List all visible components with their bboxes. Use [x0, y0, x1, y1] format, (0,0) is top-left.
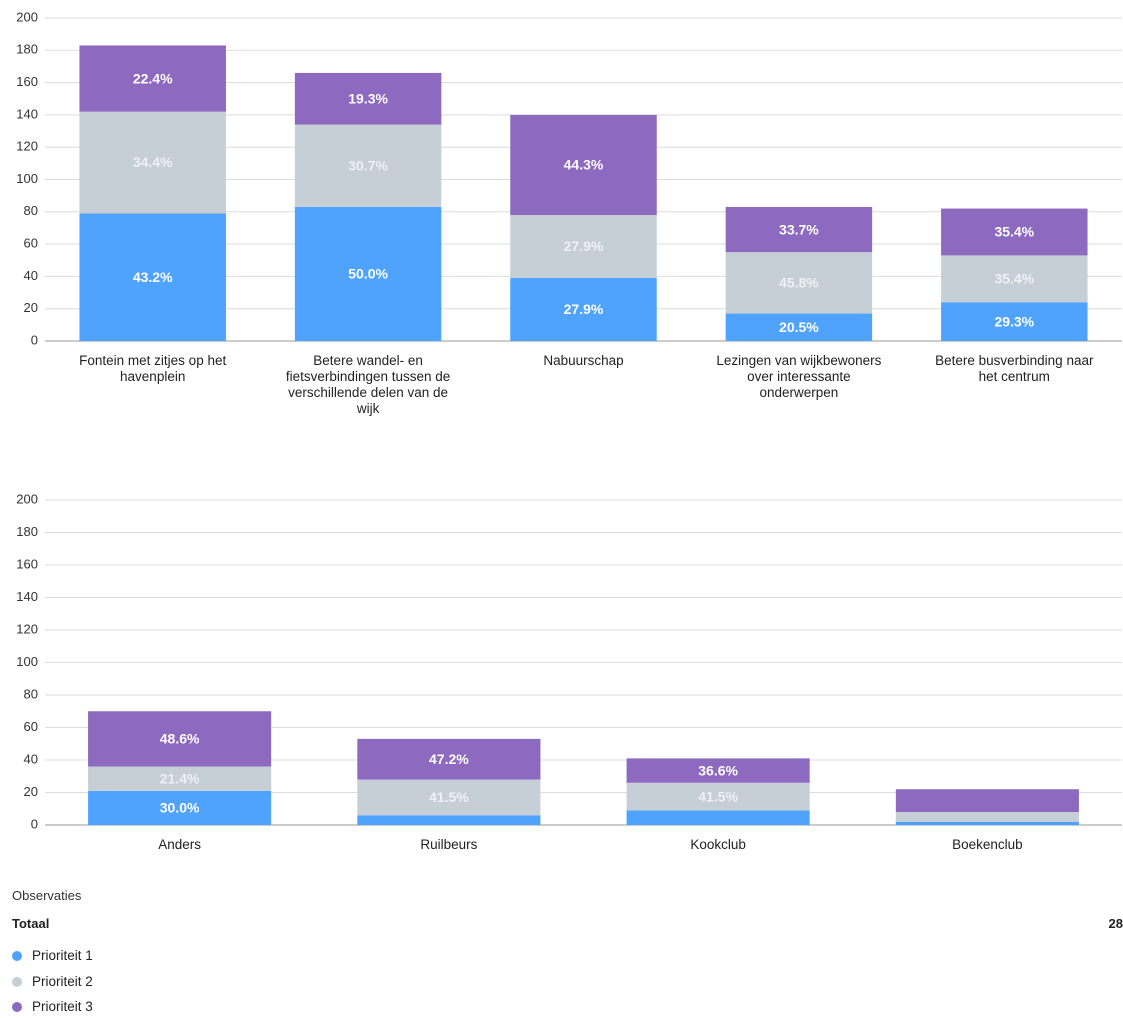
total-label: Totaal	[12, 916, 50, 931]
percent-label: 36.6%	[698, 762, 738, 778]
y-tick-label: 160	[16, 74, 38, 89]
bar-segment	[626, 810, 810, 825]
legend-dot	[12, 976, 22, 987]
observations-title: Observaties	[12, 888, 82, 903]
bar-segment	[941, 302, 1088, 341]
y-tick-label: 100	[16, 654, 38, 669]
bar-segment	[941, 255, 1088, 303]
percent-label: 35.4%	[994, 271, 1034, 287]
y-tick-label: 60	[24, 236, 38, 251]
legend-item: Prioriteit 3	[12, 999, 93, 1014]
bar-segment	[510, 114, 657, 216]
y-tick-label: 160	[16, 556, 38, 571]
x-tick-label: Fontein met zitjes op het havenplein	[79, 353, 227, 384]
y-tick-label: 200	[16, 491, 38, 506]
x-tick-label: Betere busverbinding naar het centrum	[935, 353, 1094, 384]
legend-label: Prioriteit 1	[32, 948, 93, 963]
y-tick-label: 120	[16, 621, 38, 636]
legend-item: Prioriteit 1	[12, 948, 93, 963]
percent-label: 22.4%	[133, 70, 173, 86]
y-tick-label: 60	[24, 719, 38, 734]
percent-label: 30.7%	[348, 157, 388, 173]
bar-segment	[294, 124, 442, 207]
y-tick-label: 40	[24, 751, 38, 766]
x-tick-label: Anders	[158, 837, 202, 852]
y-tick-label: 100	[16, 171, 38, 186]
bar-segment	[941, 208, 1088, 256]
percent-label: 35.4%	[994, 224, 1034, 240]
bar-segment	[626, 782, 810, 811]
x-tick-label: Kookclub	[690, 837, 746, 852]
percent-label: 34.4%	[133, 154, 173, 170]
percent-label: 33.7%	[779, 221, 819, 237]
bar-segment	[895, 789, 1079, 812]
percent-label: 43.2%	[133, 269, 173, 285]
legend-label: Prioriteit 3	[32, 999, 93, 1014]
bar-segment	[88, 790, 272, 825]
bar-segment	[357, 779, 541, 816]
percent-label: 27.9%	[564, 238, 604, 254]
percent-label: 44.3%	[564, 157, 604, 173]
y-tick-label: 0	[31, 332, 38, 347]
bar-segment	[79, 45, 226, 112]
bar-segment	[725, 252, 873, 314]
bar-segment	[357, 738, 541, 780]
x-tick-label: Ruilbeurs	[420, 837, 478, 852]
bar-segment	[294, 72, 442, 125]
bar-segment	[510, 215, 657, 279]
bar-segment	[88, 766, 272, 791]
x-tick-label: Boekenclub	[952, 837, 1023, 852]
bar-segment	[725, 206, 873, 253]
y-tick-label: 180	[16, 524, 38, 539]
y-tick-label: 20	[24, 784, 38, 799]
total-row: Totaal 28	[12, 916, 1123, 931]
bar-segment	[79, 111, 226, 214]
legend-label: Prioriteit 2	[32, 973, 93, 989]
bar-segment	[626, 758, 810, 783]
legend-item: Prioriteit 2	[12, 974, 93, 989]
x-tick-label: Betere wandel- en fietsverbindingen tuss…	[285, 353, 451, 416]
total-value: 28	[1108, 916, 1123, 931]
bar-segment	[725, 313, 873, 341]
y-tick-label: 80	[24, 686, 38, 701]
y-tick-label: 140	[16, 589, 38, 604]
bar-segment	[357, 815, 541, 825]
bar-segment	[895, 821, 1079, 825]
bar-segment	[79, 213, 226, 341]
percent-label: 27.9%	[564, 301, 604, 317]
y-tick-label: 140	[16, 106, 38, 121]
percent-label: 50.0%	[348, 266, 388, 282]
y-tick-label: 40	[24, 268, 38, 283]
percent-label: 41.5%	[429, 789, 469, 805]
percent-label: 30.0%	[160, 800, 200, 816]
percent-label: 19.3%	[348, 90, 388, 106]
y-tick-label: 180	[16, 42, 38, 57]
percent-label: 48.6%	[160, 731, 200, 747]
x-tick-label: Lezingen van wijkbewoners over interessa…	[716, 353, 882, 400]
y-tick-label: 20	[24, 300, 38, 315]
y-tick-label: 200	[16, 9, 38, 24]
percent-label: 47.2%	[429, 751, 469, 767]
x-tick-label: Nabuurschap	[543, 353, 624, 368]
legend-dot	[12, 1002, 22, 1012]
percent-label: 41.5%	[698, 788, 738, 804]
bar-segment	[895, 812, 1079, 822]
bar-segment	[88, 711, 272, 767]
y-tick-label: 80	[24, 203, 38, 218]
bar-segment	[510, 278, 657, 341]
bar-segment	[294, 206, 442, 341]
percent-label: 45.8%	[779, 275, 819, 291]
percent-label: 21.4%	[160, 770, 200, 786]
percent-label: 20.5%	[779, 319, 819, 335]
percent-label: 29.3%	[994, 313, 1034, 329]
legend-dot	[12, 951, 22, 961]
y-tick-label: 0	[31, 816, 38, 831]
y-tick-label: 120	[16, 139, 38, 154]
